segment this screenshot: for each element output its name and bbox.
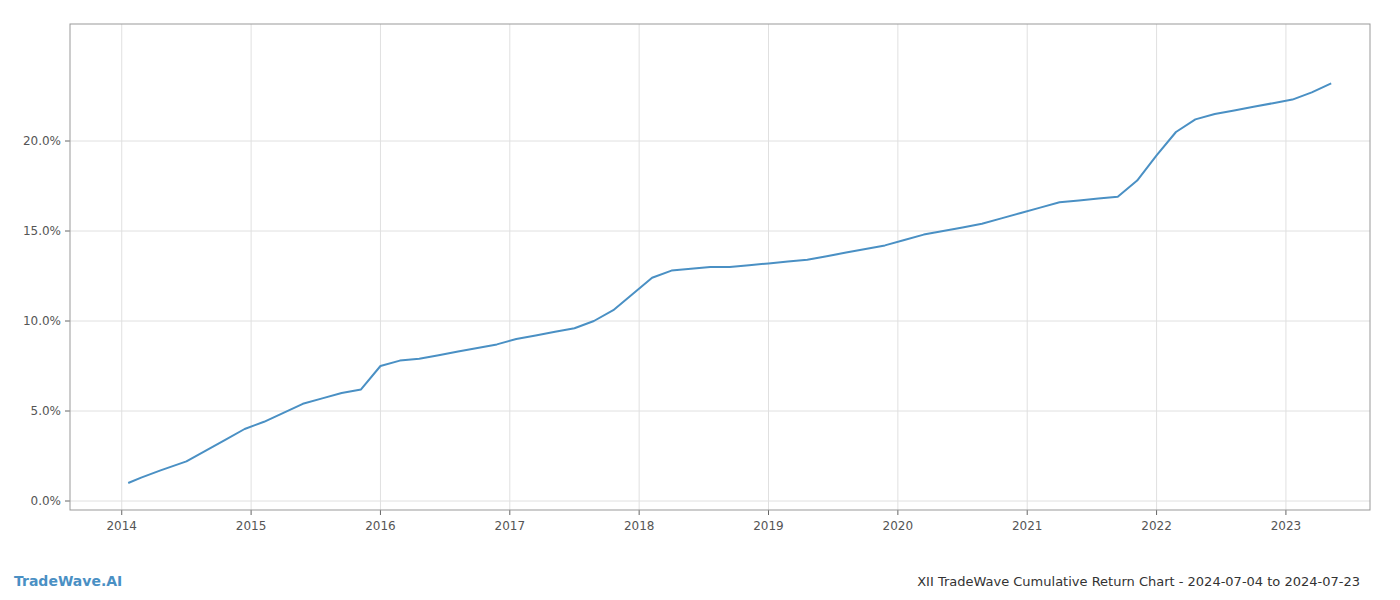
grid-line xyxy=(251,24,252,510)
grid xyxy=(70,24,1370,510)
tick-mark xyxy=(65,141,70,142)
tick-label: 2019 xyxy=(753,519,784,533)
tick-mark xyxy=(65,321,70,322)
title: XII TradeWave Cumulative Return Chart - … xyxy=(917,574,1360,589)
grid-line xyxy=(70,411,1370,412)
tick-mark xyxy=(380,510,381,515)
tick-label: 15.0% xyxy=(23,224,61,238)
data xyxy=(128,83,1331,483)
grid-line xyxy=(70,321,1370,322)
grid-line xyxy=(1027,24,1028,510)
plot-frame xyxy=(70,24,1370,510)
grid-line xyxy=(70,231,1370,232)
grid-line xyxy=(639,24,640,510)
tick-mark xyxy=(65,231,70,232)
grid-line xyxy=(1285,24,1286,510)
tick-label: 5.0% xyxy=(31,404,62,418)
tick-mark xyxy=(251,510,252,515)
grid-line xyxy=(897,24,898,510)
tick-mark xyxy=(897,510,898,515)
tick-label: 2017 xyxy=(495,519,526,533)
tick-label: 2020 xyxy=(883,519,914,533)
grid-line xyxy=(70,141,1370,142)
tick-mark xyxy=(1156,510,1157,515)
tick-mark xyxy=(768,510,769,515)
tick-mark xyxy=(121,510,122,515)
chart: 0.0% 5.0% 10.0% 15.0% 20.0% 2014 2015 2016 2017 2… xyxy=(0,0,1400,600)
tick-mark xyxy=(509,510,510,515)
grid-line xyxy=(1156,24,1157,510)
tick-mark xyxy=(1027,510,1028,515)
watermark: TradeWave.AI xyxy=(14,573,122,589)
grid-line xyxy=(121,24,122,510)
tick-label: 10.0% xyxy=(23,314,61,328)
tick-label: 2023 xyxy=(1271,519,1302,533)
tick-label: 2016 xyxy=(365,519,396,533)
tick-mark xyxy=(65,411,70,412)
tick-mark xyxy=(639,510,640,515)
line xyxy=(128,83,1331,483)
axes: 0.0% 5.0% 10.0% 15.0% 20.0% 2014 2015 2016 2017 2… xyxy=(23,24,1370,533)
tick-label: 2015 xyxy=(236,519,267,533)
grid-line xyxy=(70,501,1370,502)
tick-mark xyxy=(1285,510,1286,515)
grid-line xyxy=(380,24,381,510)
tick-mark xyxy=(65,501,70,502)
tick-label: 2021 xyxy=(1012,519,1043,533)
tick-label: 2014 xyxy=(106,519,137,533)
tick-label: 20.0% xyxy=(23,134,61,148)
grid-line xyxy=(768,24,769,510)
tick-label: 0.0% xyxy=(31,494,62,508)
grid-line xyxy=(509,24,510,510)
tick-label: 2018 xyxy=(624,519,655,533)
tick-label: 2022 xyxy=(1141,519,1172,533)
